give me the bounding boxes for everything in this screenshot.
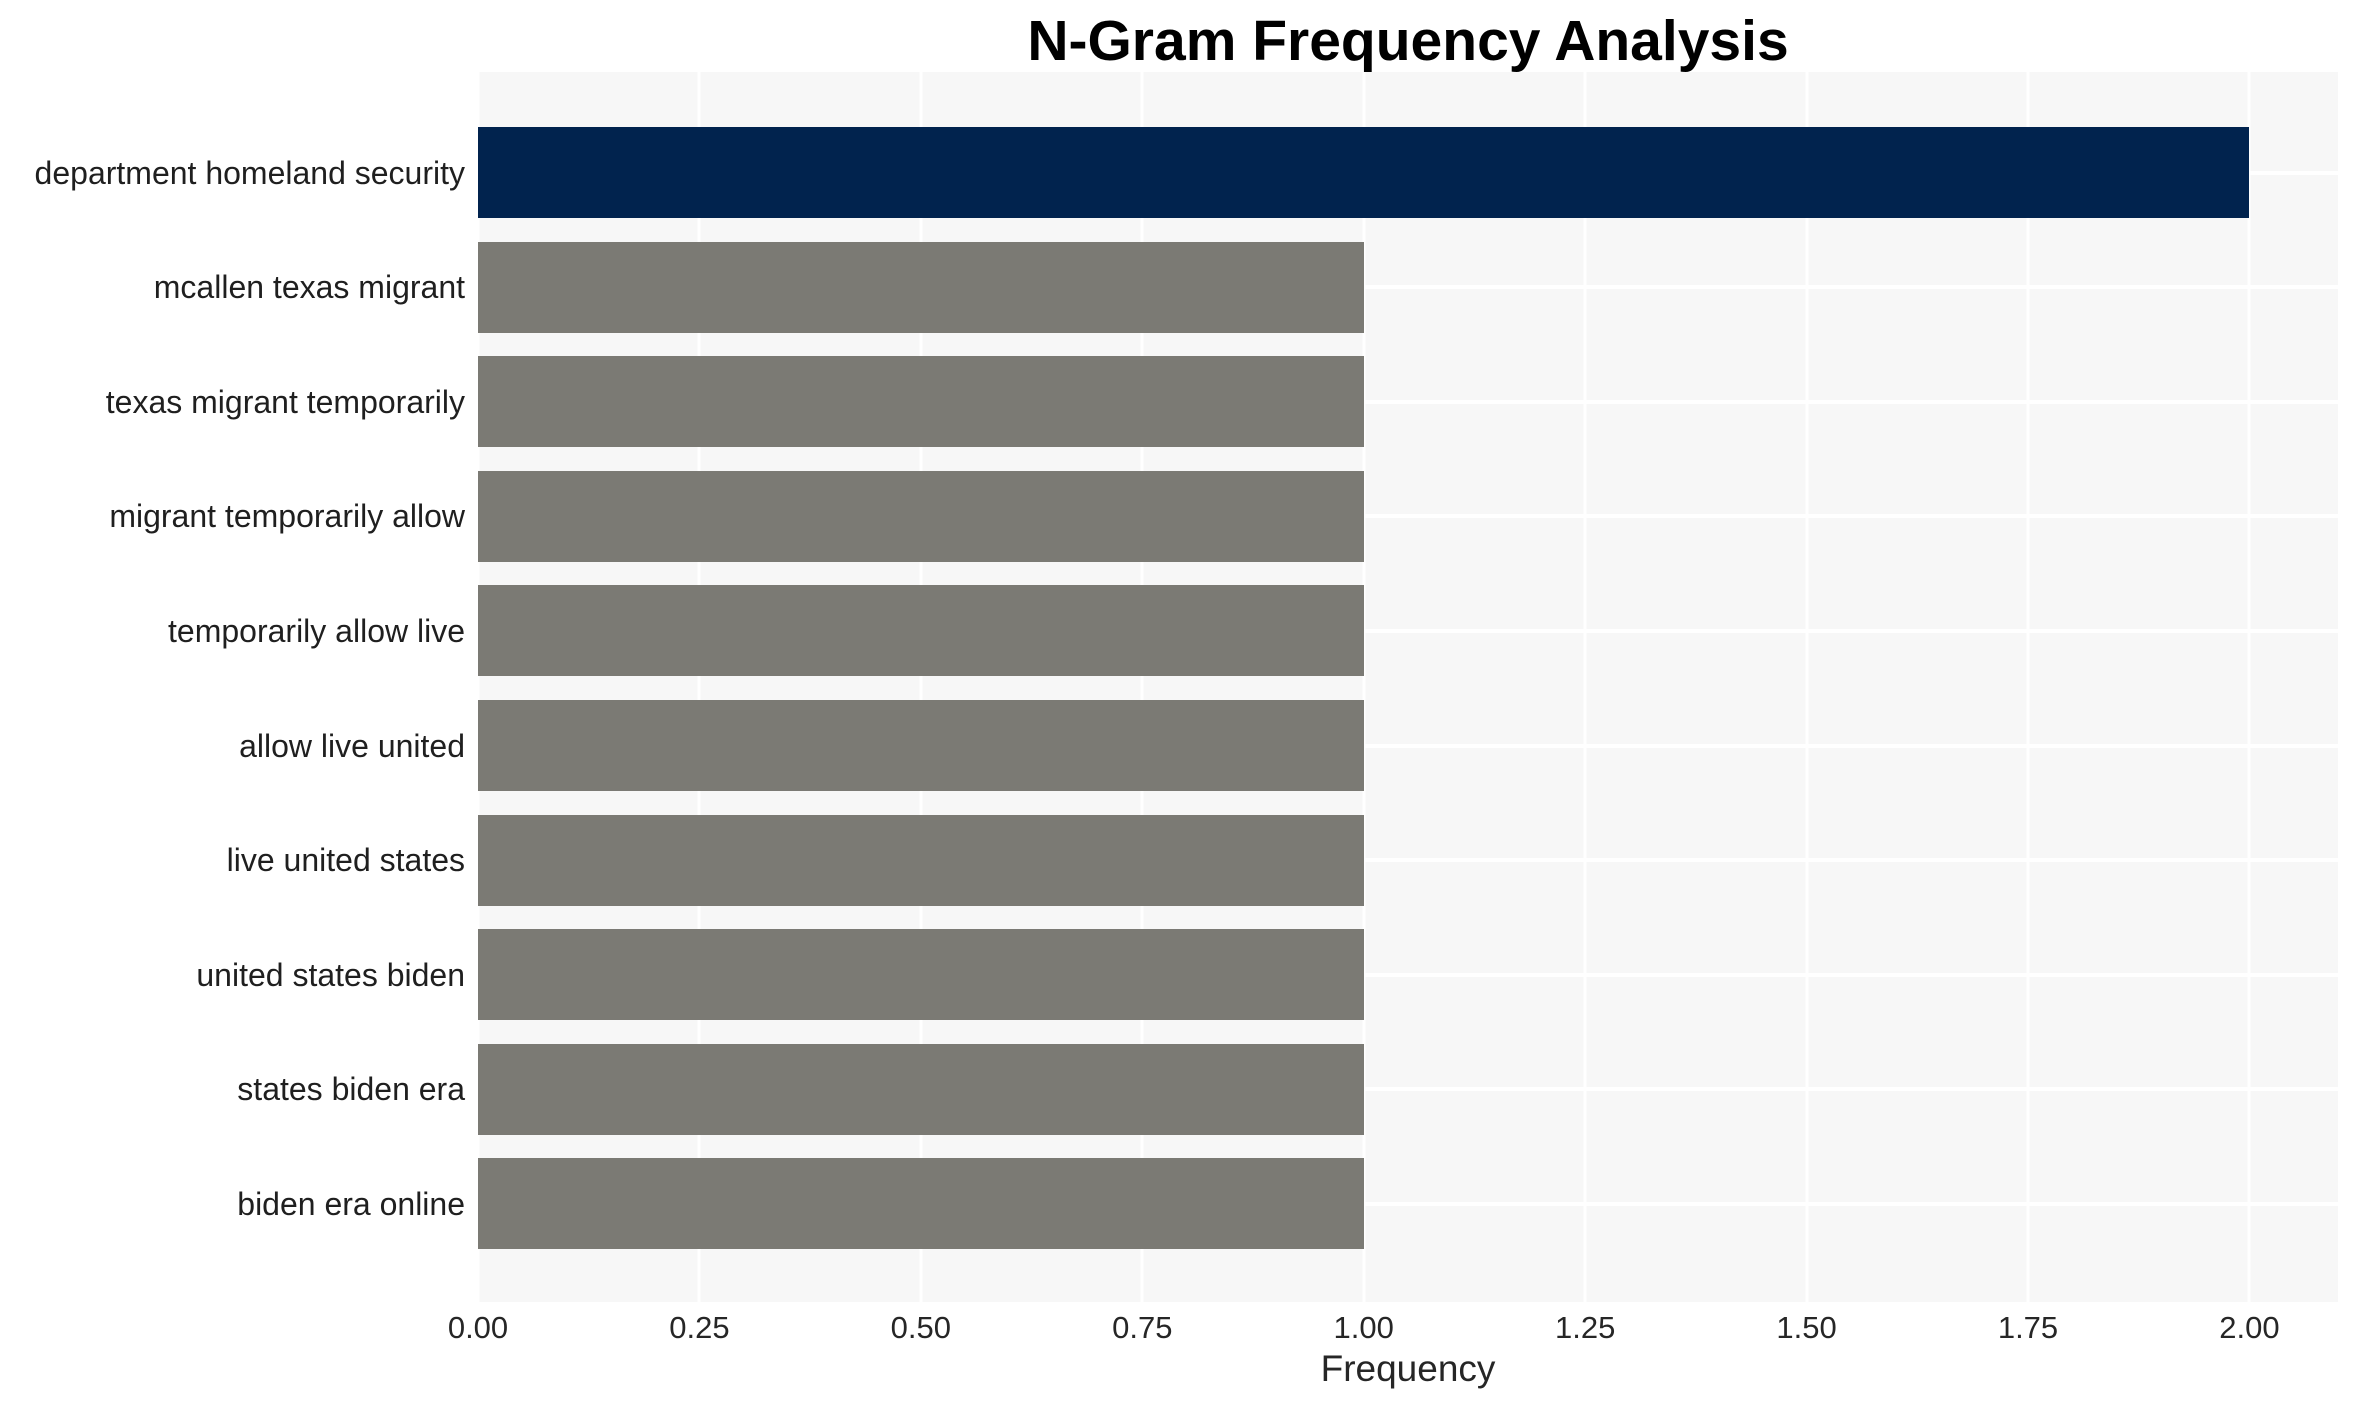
vertical-gridline-0.00 xyxy=(476,72,480,1302)
x-tick-label: 0.75 xyxy=(1112,1310,1173,1345)
category-label: live united states xyxy=(226,842,465,879)
x-tick-label: 0.25 xyxy=(669,1310,730,1345)
category-label: allow live united xyxy=(239,727,465,764)
category-label: temporarily allow live xyxy=(168,612,465,649)
vertical-gridline-2.00 xyxy=(2247,72,2251,1302)
category-label: united states biden xyxy=(196,956,465,993)
x-tick-label: 1.00 xyxy=(1333,1310,1394,1345)
vertical-gridline-0.25 xyxy=(697,72,701,1302)
vertical-gridline-1.75 xyxy=(2026,72,2030,1302)
vertical-gridline-1.50 xyxy=(1805,72,1809,1302)
horizontal-gridline xyxy=(478,628,2338,633)
frequency-bar-biden-era-online xyxy=(478,1158,1364,1250)
horizontal-gridline xyxy=(478,514,2338,519)
frequency-bar-united-states-biden xyxy=(478,929,1364,1021)
frequency-bar-allow-live-united xyxy=(478,700,1364,791)
horizontal-gridline xyxy=(478,743,2338,748)
x-tick-label: 0.00 xyxy=(447,1310,509,1345)
horizontal-gridline xyxy=(478,858,2338,863)
x-tick-label: 1.75 xyxy=(1997,1310,2059,1345)
vertical-gridline-1.00 xyxy=(1362,72,1366,1302)
category-label: biden era online xyxy=(237,1185,465,1222)
category-label: mcallen texas migrant xyxy=(153,269,465,306)
horizontal-gridline xyxy=(478,399,2338,404)
x-tick-label: 1.25 xyxy=(1554,1310,1616,1345)
horizontal-gridline xyxy=(478,1201,2338,1206)
x-tick-label: 2.00 xyxy=(2219,1310,2280,1345)
x-axis-label: Frequency xyxy=(1320,1348,1496,1389)
category-label: department homeland security xyxy=(34,154,465,191)
frequency-bar-mcallen-texas-migrant xyxy=(478,241,1364,333)
frequency-bar-states-biden-era xyxy=(478,1043,1364,1135)
x-tick-label: 0.50 xyxy=(890,1310,952,1345)
x-tick-label: 1.50 xyxy=(1776,1310,1837,1345)
horizontal-gridline xyxy=(478,285,2338,290)
vertical-gridline-0.50 xyxy=(919,72,923,1302)
frequency-bar-department-homeland-security xyxy=(478,127,2250,218)
frequency-bar-texas-migrant-temporarily xyxy=(478,356,1364,448)
vertical-gridline-0.75 xyxy=(1140,72,1144,1302)
category-label: texas migrant temporarily xyxy=(105,383,465,420)
vertical-gridline-1.25 xyxy=(1583,72,1587,1302)
frequency-bar-temporarily-allow-live xyxy=(478,585,1364,677)
category-label: states biden era xyxy=(237,1071,465,1108)
chart-title: N-Gram Frequency Analysis xyxy=(1027,9,1789,73)
horizontal-gridline xyxy=(478,972,2338,977)
frequency-bar-live-united-states xyxy=(478,814,1364,906)
frequency-bar-migrant-temporarily-allow xyxy=(478,470,1364,562)
horizontal-gridline xyxy=(478,1087,2338,1092)
category-label: migrant temporarily allow xyxy=(109,498,465,535)
plot-area xyxy=(476,72,2338,1302)
